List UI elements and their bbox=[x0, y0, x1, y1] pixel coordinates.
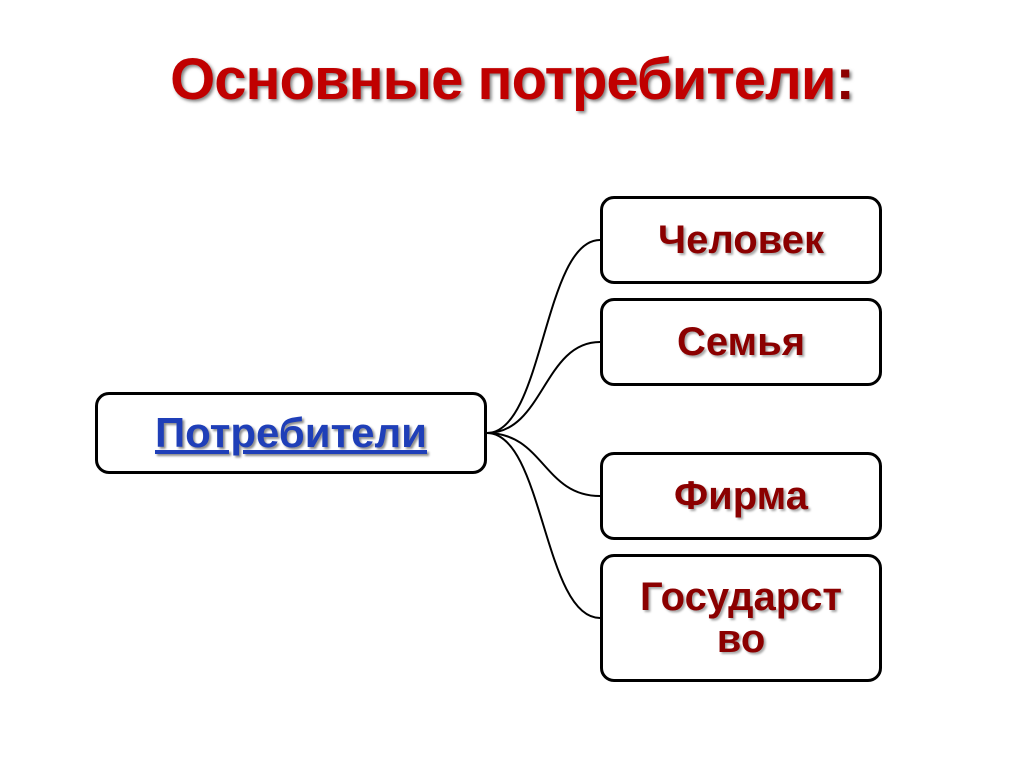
root-node: Потребители bbox=[95, 392, 487, 474]
root-label: Потребители bbox=[155, 409, 427, 457]
child-label-3: Государство bbox=[640, 576, 842, 660]
title-text: Основные потребители bbox=[170, 47, 835, 112]
child-node-0: Человек bbox=[600, 196, 882, 284]
title-punct: : bbox=[836, 47, 854, 112]
child-label-1: Семья bbox=[677, 321, 805, 363]
slide-title: Основные потребители: bbox=[0, 46, 1024, 113]
child-node-3: Государство bbox=[600, 554, 882, 682]
slide: Основные потребители: Потребители Челове… bbox=[0, 0, 1024, 767]
child-node-1: Семья bbox=[600, 298, 882, 386]
child-label-0: Человек bbox=[658, 219, 824, 261]
child-node-2: Фирма bbox=[600, 452, 882, 540]
child-label-2: Фирма bbox=[674, 475, 808, 517]
